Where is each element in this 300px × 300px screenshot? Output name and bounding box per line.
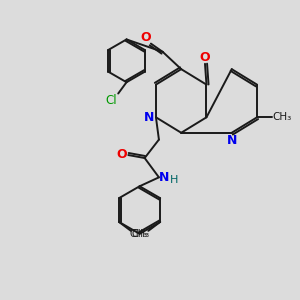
Text: N: N bbox=[144, 111, 154, 124]
Text: O: O bbox=[140, 31, 151, 44]
Text: N: N bbox=[159, 171, 169, 184]
Text: Cl: Cl bbox=[106, 94, 118, 106]
Text: H: H bbox=[170, 175, 178, 185]
Text: CH₃: CH₃ bbox=[273, 112, 292, 122]
Text: CH₃: CH₃ bbox=[131, 230, 149, 239]
Text: CH₃: CH₃ bbox=[130, 230, 148, 239]
Text: O: O bbox=[116, 148, 127, 161]
Text: N: N bbox=[226, 134, 237, 147]
Text: O: O bbox=[200, 51, 210, 64]
